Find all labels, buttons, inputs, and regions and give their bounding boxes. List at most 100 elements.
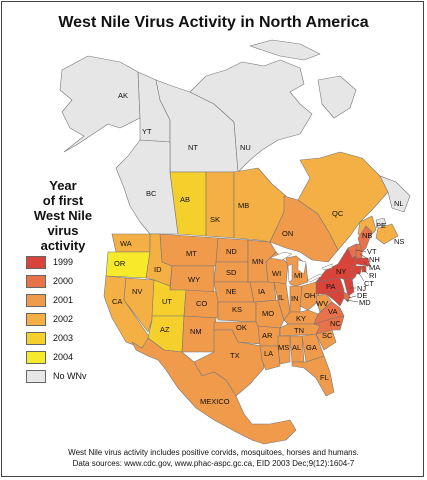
region-NS bbox=[375, 223, 399, 245]
region-FL bbox=[291, 355, 335, 397]
region-MEXICO bbox=[131, 337, 297, 445]
label-ON: ON bbox=[282, 229, 293, 238]
label-IL: IL bbox=[278, 293, 284, 302]
leader-de bbox=[347, 295, 357, 299]
legend-title-line: activity bbox=[40, 238, 86, 253]
label-AZ: AZ bbox=[160, 325, 170, 334]
label-NT: NT bbox=[188, 143, 198, 152]
legend-title-line: of first bbox=[42, 193, 84, 208]
lake-superior bbox=[269, 251, 293, 261]
label-GA: GA bbox=[306, 343, 317, 352]
label-PA: PA bbox=[326, 282, 335, 291]
label-OH: OH bbox=[304, 291, 315, 300]
label-SD: SD bbox=[226, 268, 237, 277]
label-NL: NL bbox=[394, 199, 404, 208]
legend-swatch bbox=[26, 313, 46, 326]
label-LA: LA bbox=[264, 349, 273, 358]
label-TX: TX bbox=[230, 351, 240, 360]
label-SK: SK bbox=[210, 215, 220, 224]
legend-swatch bbox=[26, 275, 46, 288]
label-CO: CO bbox=[196, 299, 207, 308]
label-NU: NU bbox=[240, 143, 251, 152]
region-CT bbox=[351, 265, 363, 275]
label-OK: OK bbox=[236, 323, 247, 332]
region-ME bbox=[357, 225, 373, 253]
label-FL: FL bbox=[320, 373, 329, 382]
legend-label: 2003 bbox=[53, 333, 74, 343]
leader-md bbox=[345, 299, 359, 303]
region-NL bbox=[379, 175, 411, 213]
label-MI: MI bbox=[294, 271, 302, 280]
leader-nh bbox=[359, 253, 369, 260]
lake-huron bbox=[297, 259, 307, 275]
label-MD: MD bbox=[359, 298, 371, 307]
region-WI bbox=[265, 251, 289, 285]
region-OH bbox=[299, 281, 321, 311]
label-IN: IN bbox=[291, 294, 299, 303]
legend-swatch bbox=[26, 370, 46, 383]
region-OR bbox=[105, 251, 151, 279]
lake-erie bbox=[307, 273, 323, 283]
label-MA: MA bbox=[369, 263, 380, 272]
label-NJ: NJ bbox=[357, 284, 366, 293]
region-SK bbox=[205, 171, 235, 239]
label-BC: BC bbox=[146, 189, 157, 198]
legend-swatch bbox=[26, 256, 46, 269]
lake-ontario bbox=[321, 263, 333, 271]
label-CA: CA bbox=[112, 297, 122, 306]
label-NY: NY bbox=[336, 267, 346, 276]
label-ND: ND bbox=[226, 247, 237, 256]
region-NV bbox=[123, 277, 155, 333]
region-MD bbox=[325, 289, 345, 307]
label-NV: NV bbox=[132, 287, 142, 296]
label-AK: AK bbox=[118, 91, 128, 100]
label-KY: KY bbox=[296, 314, 306, 323]
label-MS: MS bbox=[278, 343, 289, 352]
legend-label: 1999 bbox=[53, 257, 74, 267]
label-UT: UT bbox=[162, 297, 172, 306]
legend-swatch bbox=[26, 332, 46, 345]
label-DE: DE bbox=[357, 291, 367, 300]
region-MS bbox=[277, 335, 291, 365]
footer-note: West Nile virus activity includes positi… bbox=[68, 448, 359, 457]
legend-title: Year of first West Nile virus activity bbox=[28, 178, 98, 253]
legend-title-line: West Nile bbox=[33, 208, 93, 223]
label-OR: OR bbox=[114, 259, 126, 268]
legend-swatch bbox=[26, 294, 46, 307]
region-NJ bbox=[343, 277, 355, 297]
legend-label: 2002 bbox=[53, 314, 74, 324]
label-PE: PE bbox=[376, 221, 386, 230]
label-NB: NB bbox=[362, 231, 372, 240]
leader-ri bbox=[363, 269, 369, 275]
region-BC bbox=[115, 139, 179, 235]
label-NE: NE bbox=[226, 287, 236, 296]
label-RI: RI bbox=[369, 271, 377, 280]
legend-title-line: Year bbox=[49, 178, 77, 193]
label-AB: AB bbox=[180, 195, 190, 204]
label-MT: MT bbox=[186, 249, 197, 258]
label-NM: NM bbox=[190, 327, 202, 336]
region-AK bbox=[59, 55, 141, 153]
legend-label: 2004 bbox=[53, 352, 74, 362]
footer-sources: Data sources: www.cdc.gov, www.phac-aspc… bbox=[72, 459, 355, 468]
label-MEXICO: MEXICO bbox=[200, 397, 230, 406]
label-QC: QC bbox=[332, 209, 344, 218]
label-WA: WA bbox=[120, 239, 132, 248]
label-CT: CT bbox=[364, 279, 374, 288]
label-NC: NC bbox=[330, 319, 341, 328]
region-PE bbox=[375, 217, 387, 227]
region-WV bbox=[315, 293, 333, 313]
label-ID: ID bbox=[154, 265, 162, 274]
label-MB: MB bbox=[238, 201, 249, 210]
label-SC: SC bbox=[322, 331, 333, 340]
label-IA: IA bbox=[258, 287, 265, 296]
label-MN: MN bbox=[252, 257, 264, 266]
label-MO: MO bbox=[262, 309, 274, 318]
region-MA bbox=[355, 257, 371, 267]
region-LA bbox=[259, 345, 281, 371]
leader-ma bbox=[363, 261, 369, 268]
legend-label: 2000 bbox=[53, 276, 74, 286]
legend-title-line: virus bbox=[47, 223, 79, 238]
legend-label: 2001 bbox=[53, 295, 74, 305]
